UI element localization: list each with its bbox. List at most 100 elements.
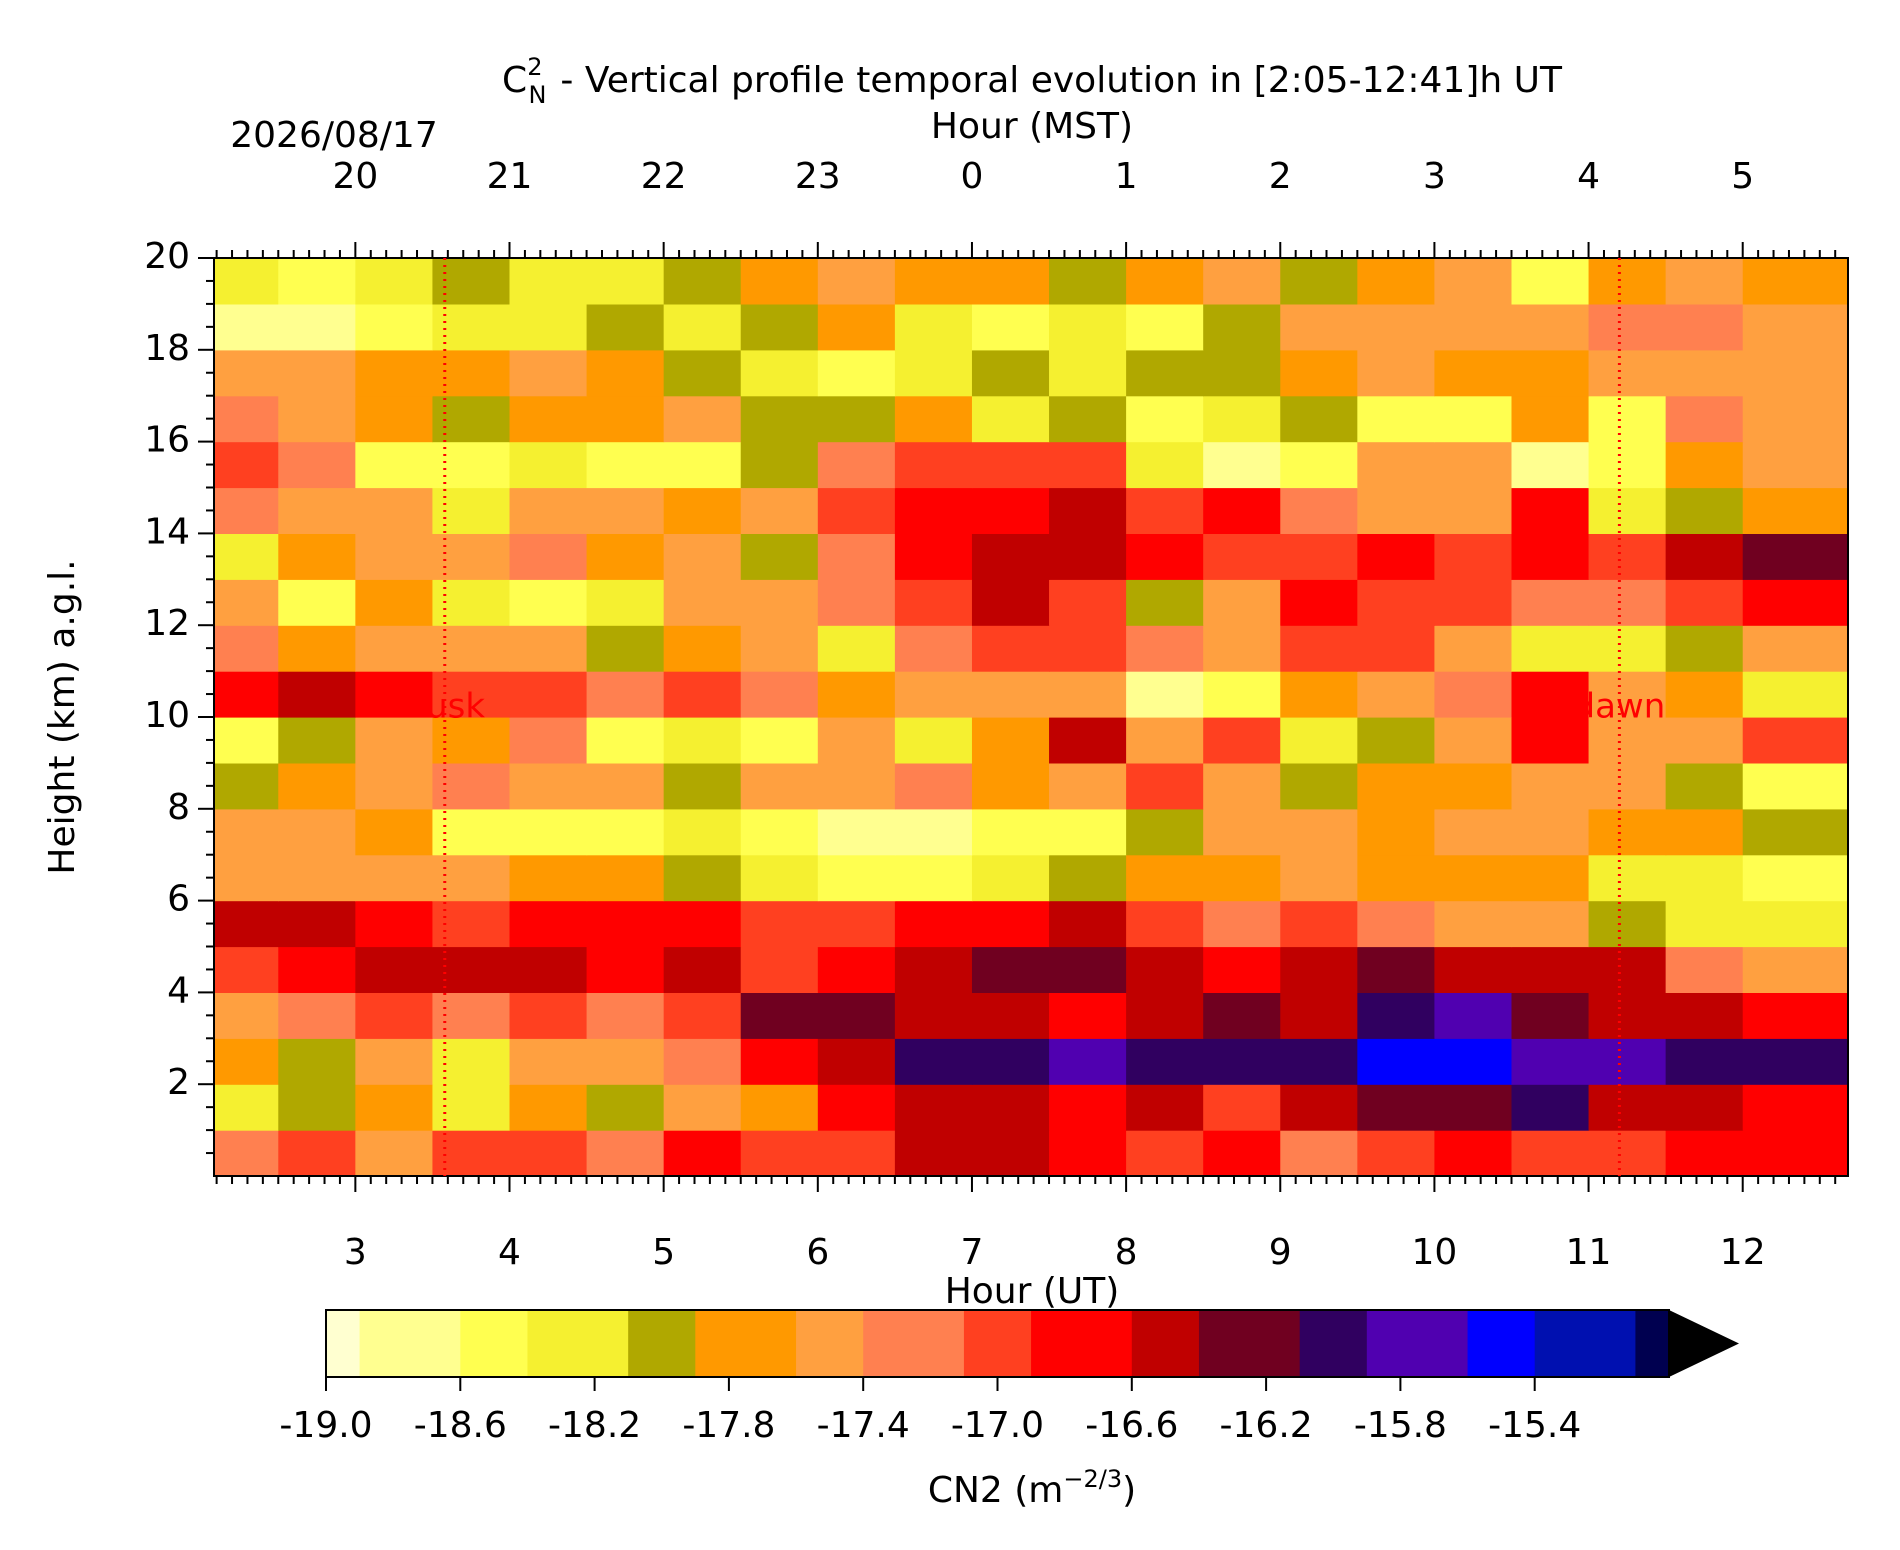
heatmap-cell: [1357, 349, 1436, 397]
heatmap-cell: [1511, 1038, 1590, 1085]
colorbar-tick-label: -15.8: [1354, 1405, 1447, 1446]
colorbar-segment: [393, 1310, 428, 1377]
x-tick-label: 7: [961, 1232, 984, 1273]
heatmap-cell: [663, 579, 742, 626]
colorbar-segment: [1601, 1310, 1637, 1377]
colorbar-segment: [997, 1310, 1032, 1377]
heatmap-cell: [894, 992, 973, 1039]
heatmap-cell: [1280, 258, 1358, 305]
heatmap-cell: [1126, 1038, 1204, 1085]
heatmap-cell: [1280, 1130, 1358, 1176]
heatmap-cell: [1049, 1130, 1127, 1176]
heatmap-cell: [278, 625, 356, 672]
heatmap-cell: [894, 1130, 973, 1176]
heatmap-cell: [971, 808, 1050, 856]
heatmap-cell: [817, 579, 896, 626]
x-tick-label: 6: [806, 1232, 829, 1273]
x-tick-label: 4: [498, 1232, 521, 1273]
heatmap-cell: [1511, 625, 1590, 672]
heatmap-cell: [894, 349, 973, 397]
heatmap-cell: [817, 1130, 896, 1176]
heatmap-cell: [432, 625, 511, 672]
heatmap-cell: [1588, 303, 1667, 351]
heatmap-cell: [817, 671, 896, 718]
colorbar-segment: [1333, 1310, 1368, 1377]
heatmap-cell: [1357, 579, 1436, 626]
heatmap-cell: [278, 395, 356, 443]
heatmap-cell: [740, 395, 819, 443]
heatmap-cell: [509, 992, 588, 1039]
heatmap-cell: [894, 1038, 973, 1085]
heatmap-cell: [355, 717, 434, 764]
heatmap-cell: [894, 625, 973, 672]
heatmap-cell: [432, 533, 511, 580]
heatmap-cell: [740, 1130, 819, 1176]
heatmap-cell: [1665, 900, 1744, 948]
heatmap-cell: [214, 533, 279, 580]
heatmap-cell: [586, 395, 665, 443]
heatmap-cell: [1126, 992, 1204, 1039]
heatmap-cell: [214, 992, 279, 1039]
heatmap-cell: [740, 258, 819, 305]
colorbar-segment: [1031, 1310, 1066, 1377]
heatmap-cell: [1357, 762, 1436, 810]
heatmap-cell: [1126, 441, 1204, 489]
y-label: Height (km) a.g.l.: [42, 559, 83, 874]
heatmap-cell: [1203, 671, 1281, 718]
heatmap-cell: [740, 487, 819, 534]
heatmap-cell: [586, 946, 665, 993]
colorbar-segment: [1299, 1310, 1334, 1377]
heatmap-cell: [1742, 717, 1848, 764]
heatmap-cell: [509, 808, 588, 856]
event-label: dawn: [1574, 686, 1666, 726]
heatmap-cell: [1203, 258, 1281, 305]
heatmap-cell: [1665, 671, 1744, 718]
heatmap-cell: [1434, 395, 1513, 443]
heatmap-cell: [278, 900, 356, 948]
heatmap-cell: [1280, 1038, 1358, 1085]
heatmap-cell: [740, 1038, 819, 1085]
heatmap-cell: [1357, 395, 1436, 443]
heatmap-cell: [1434, 762, 1513, 810]
heatmap-cell: [1126, 258, 1204, 305]
heatmap-cell: [509, 395, 588, 443]
heatmap-cell: [278, 303, 356, 351]
heatmap-cell: [663, 349, 742, 397]
heatmap-cell: [740, 762, 819, 810]
heatmap-cell: [1665, 992, 1744, 1039]
heatmap-cell: [1049, 854, 1127, 902]
heatmap-cell: [740, 1084, 819, 1131]
heatmap-cell: [278, 671, 356, 718]
colorbar-segment: [1266, 1310, 1301, 1377]
heatmap-cell: [1049, 808, 1127, 856]
heatmap-cell: [278, 808, 356, 856]
heatmap-cell: [214, 1084, 279, 1131]
colorbar-segment: [1568, 1310, 1603, 1377]
heatmap-cell: [355, 533, 434, 580]
heatmap-cell: [1511, 900, 1590, 948]
heatmap-cell: [817, 349, 896, 397]
heatmap-cell: [1357, 533, 1436, 580]
heatmap-cell: [1511, 441, 1590, 489]
heatmap-cell: [586, 900, 665, 948]
y-tick-label: 8: [167, 787, 190, 828]
title-text: - Vertical profile temporal evolution in…: [560, 60, 1563, 101]
heatmap-cell: [214, 349, 279, 397]
heatmap-cell: [1126, 533, 1204, 580]
heatmap-cell: [1434, 808, 1513, 856]
heatmap-cell: [1665, 762, 1744, 810]
heatmap-cell: [817, 992, 896, 1039]
colorbar-tick-label: -15.4: [1488, 1405, 1581, 1446]
x-tick-label: 10: [1412, 1232, 1458, 1273]
heatmap-cell: [1280, 395, 1358, 443]
heatmap-cell: [214, 487, 279, 534]
x-tick-label: 12: [1720, 1232, 1766, 1273]
title-symbol: C: [502, 60, 527, 101]
heatmap-cell: [1280, 992, 1358, 1039]
heatmap-cell: [663, 625, 742, 672]
heatmap-cell: [894, 533, 973, 580]
heatmap-cell: [663, 1038, 742, 1085]
heatmap-cell: [1434, 992, 1513, 1039]
colorbar-segment: [1165, 1310, 1200, 1377]
heatmap-cell: [1203, 579, 1281, 626]
